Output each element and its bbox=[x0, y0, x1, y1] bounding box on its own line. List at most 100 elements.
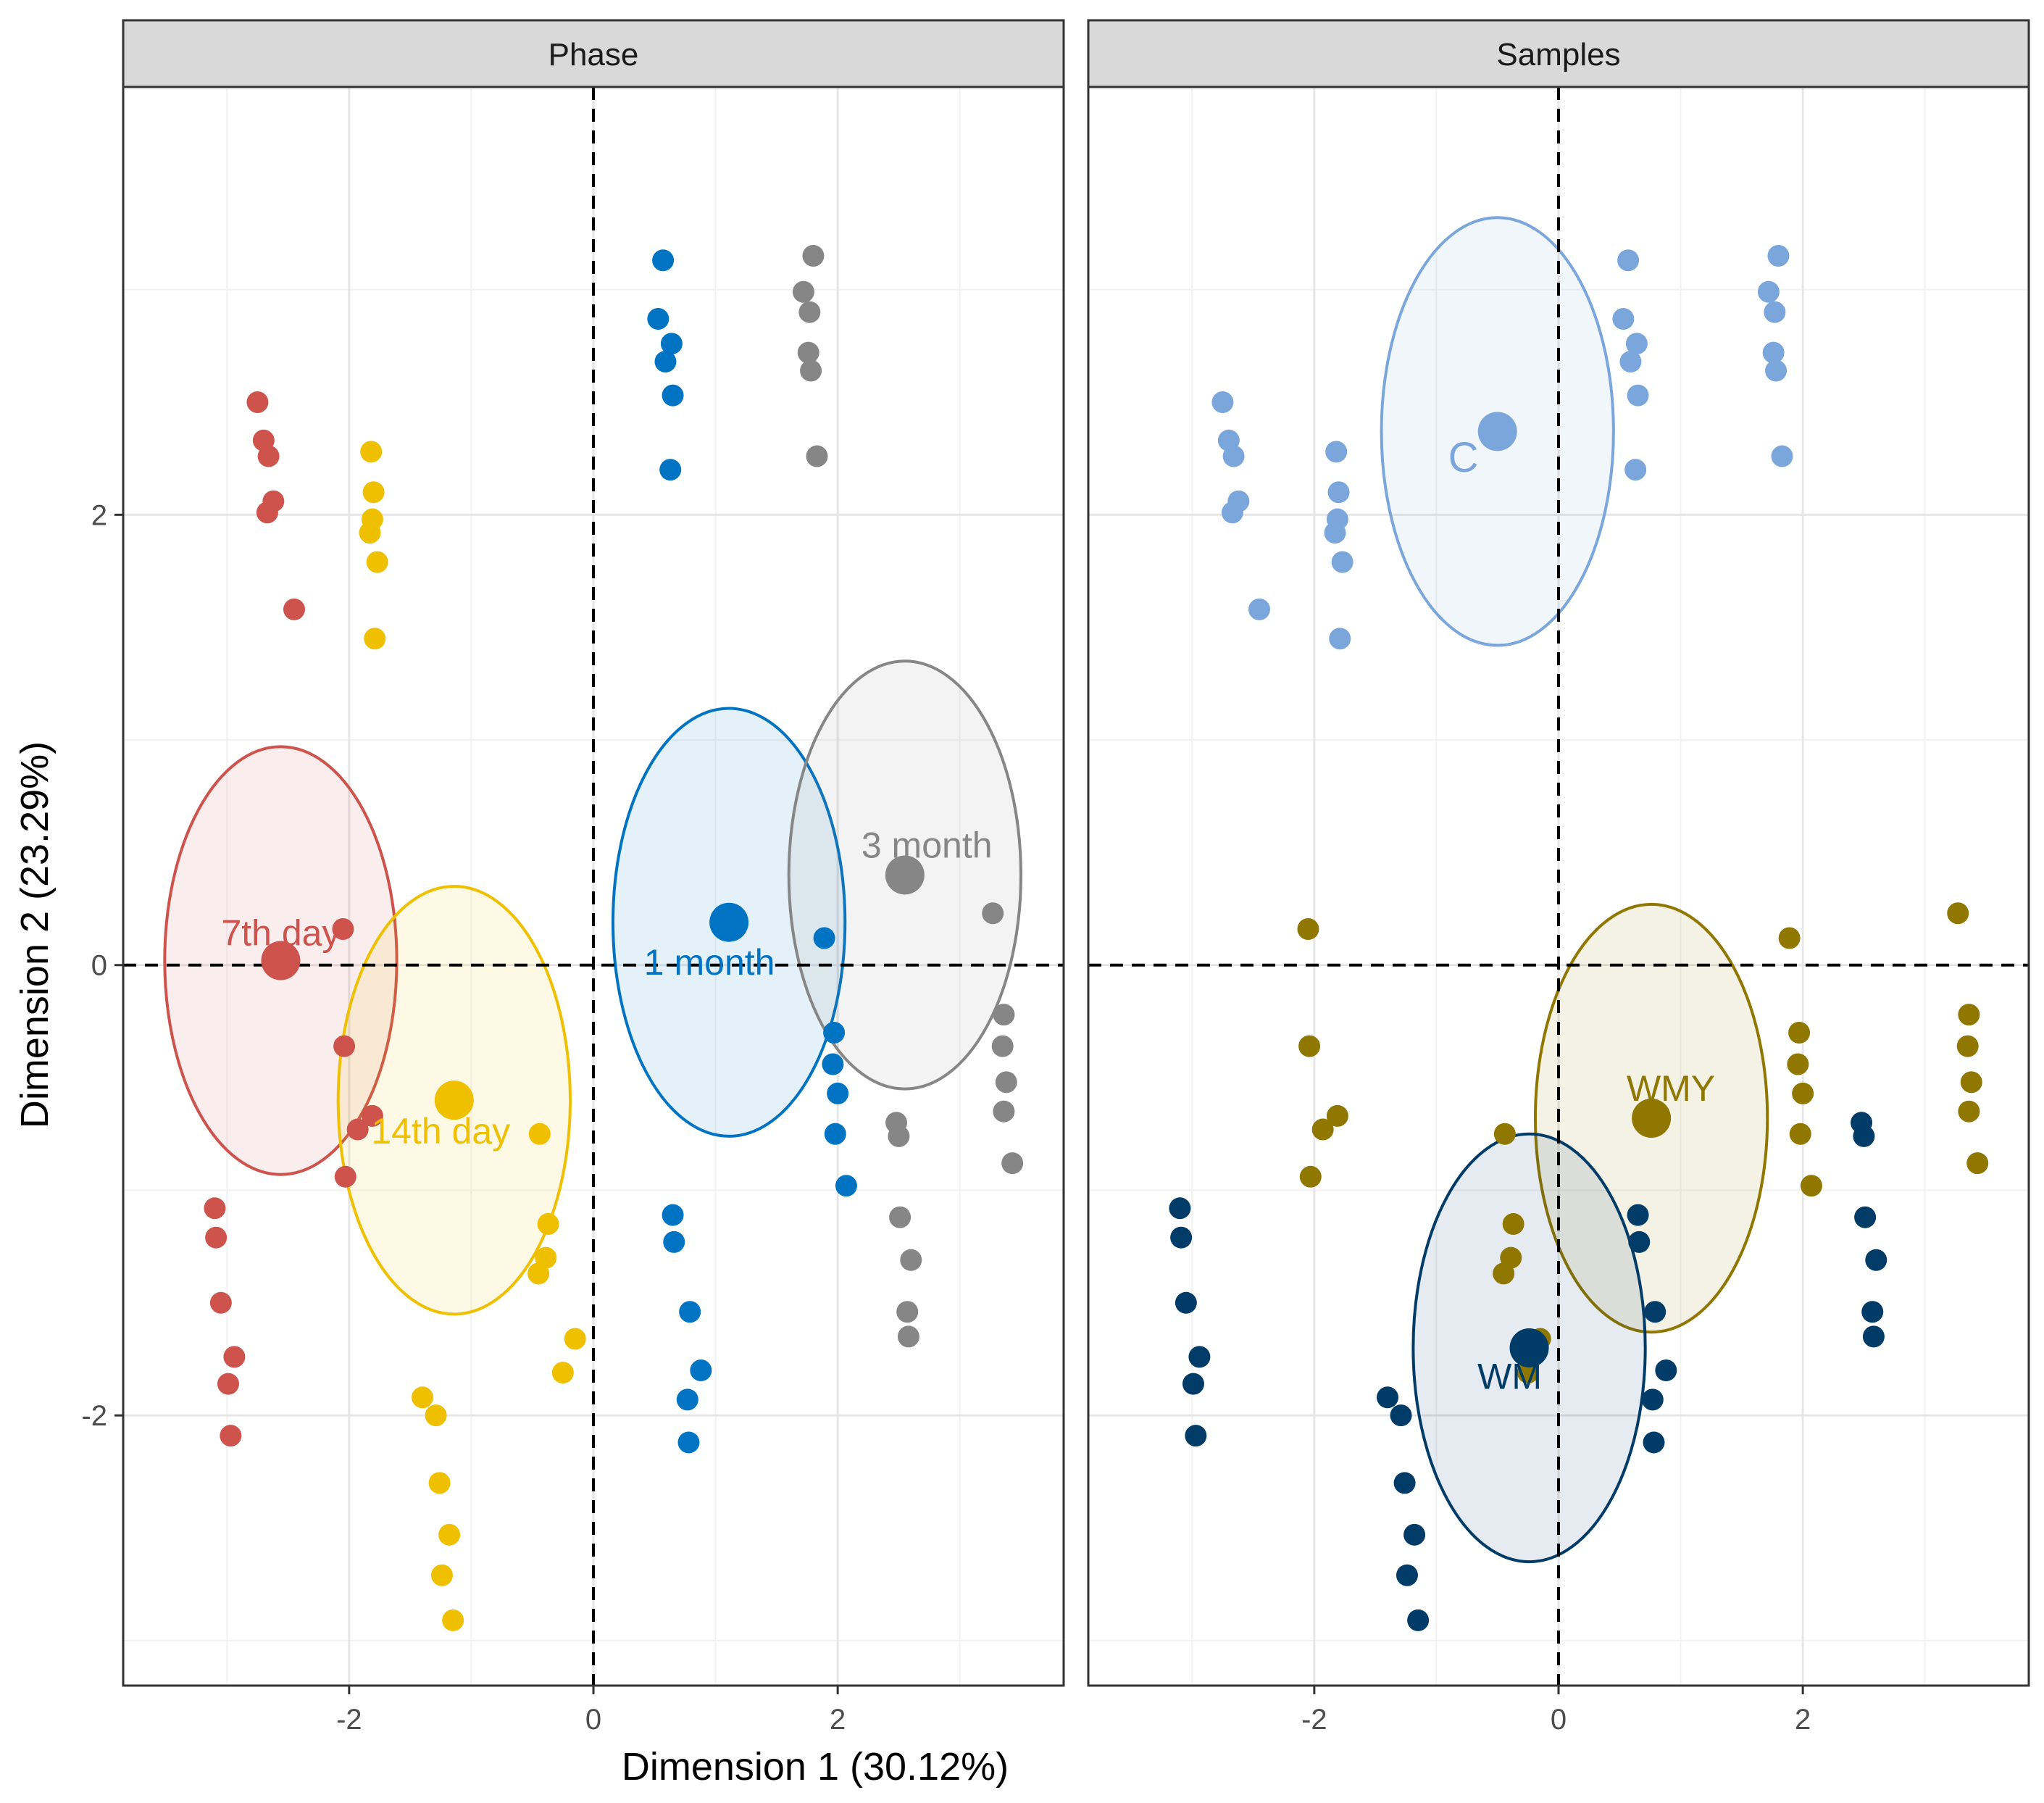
data-point bbox=[430, 1564, 453, 1586]
data-point bbox=[1764, 301, 1786, 323]
data-point bbox=[798, 301, 821, 323]
data-point bbox=[1407, 1609, 1430, 1631]
y-axis-title: Dimension 2 (23.29%) bbox=[13, 741, 57, 1128]
series-wmy bbox=[1297, 902, 1989, 1384]
centroid-1-month bbox=[709, 902, 749, 942]
data-point bbox=[1765, 359, 1788, 382]
data-point bbox=[334, 1165, 356, 1188]
data-point bbox=[995, 1071, 1017, 1094]
panel-strip bbox=[122, 19, 1065, 88]
data-point bbox=[888, 1125, 910, 1147]
data-point bbox=[1762, 341, 1785, 364]
data-point bbox=[537, 1213, 559, 1236]
series-7th-day bbox=[204, 391, 383, 1447]
data-point bbox=[662, 1204, 684, 1226]
data-point bbox=[209, 1291, 232, 1314]
y-tick-label: -2 bbox=[81, 1400, 107, 1432]
y-tick-label: 0 bbox=[91, 950, 107, 982]
data-point bbox=[1947, 902, 1969, 925]
data-point bbox=[1956, 1035, 1979, 1057]
data-point bbox=[660, 333, 683, 355]
data-point bbox=[1627, 384, 1649, 407]
data-point bbox=[800, 359, 822, 382]
data-point bbox=[647, 308, 669, 330]
data-point bbox=[1800, 1175, 1822, 1197]
data-point bbox=[802, 245, 825, 267]
group-label-wmy: WMY bbox=[1627, 1068, 1715, 1109]
data-point bbox=[654, 351, 677, 373]
series-14th-day bbox=[359, 441, 586, 1631]
data-point bbox=[412, 1386, 433, 1409]
group-label-7th-day: 7th day bbox=[221, 913, 340, 954]
x-tick-label: 0 bbox=[585, 1704, 601, 1736]
data-point bbox=[824, 1123, 846, 1145]
series-1-month bbox=[647, 249, 857, 1454]
data-point bbox=[1641, 1388, 1664, 1411]
data-point bbox=[897, 1325, 919, 1348]
data-point bbox=[813, 927, 835, 949]
data-point bbox=[823, 1021, 846, 1044]
x-tick-label: 0 bbox=[1551, 1704, 1567, 1736]
data-point bbox=[1619, 351, 1642, 373]
data-point bbox=[428, 1472, 451, 1494]
data-point bbox=[1393, 1472, 1416, 1494]
x-tick-label: -2 bbox=[336, 1704, 362, 1736]
centroid-wmy bbox=[1632, 1099, 1672, 1138]
data-point bbox=[1628, 1231, 1651, 1253]
data-point bbox=[1625, 333, 1648, 355]
data-point bbox=[1188, 1346, 1211, 1368]
data-point bbox=[366, 551, 388, 573]
centroid-7th-day bbox=[261, 941, 301, 980]
data-point bbox=[991, 1035, 1014, 1057]
data-point bbox=[1617, 249, 1640, 272]
data-point bbox=[993, 1100, 1015, 1123]
data-point bbox=[896, 1301, 919, 1323]
panel-strip bbox=[1087, 19, 2030, 88]
data-point bbox=[333, 1035, 356, 1057]
data-point bbox=[982, 902, 1004, 925]
data-point bbox=[1958, 1100, 1980, 1123]
data-point bbox=[1861, 1301, 1884, 1323]
data-point bbox=[1787, 1053, 1809, 1075]
data-point bbox=[690, 1359, 712, 1382]
data-point bbox=[1329, 628, 1351, 650]
data-point bbox=[1862, 1325, 1885, 1348]
data-point bbox=[900, 1249, 922, 1271]
data-point bbox=[1182, 1373, 1204, 1395]
group-label-3-month: 3 month bbox=[862, 825, 993, 865]
panel-title: Samples bbox=[1496, 37, 1620, 72]
data-point bbox=[362, 481, 385, 504]
data-point bbox=[1966, 1152, 1989, 1175]
data-point bbox=[257, 445, 280, 467]
data-point bbox=[1299, 1165, 1322, 1188]
data-point bbox=[676, 1388, 698, 1411]
data-point bbox=[1311, 1118, 1334, 1141]
data-point bbox=[1185, 1425, 1207, 1447]
data-point bbox=[1222, 445, 1245, 467]
data-point bbox=[1331, 551, 1353, 573]
data-point bbox=[527, 1262, 550, 1285]
group-label-14th-day: 14th day bbox=[371, 1111, 510, 1152]
data-point bbox=[1778, 927, 1801, 949]
data-point bbox=[663, 1231, 685, 1253]
data-point bbox=[1517, 1362, 1539, 1384]
x-tick-label: 2 bbox=[830, 1704, 846, 1736]
panel-title: Phase bbox=[548, 37, 639, 72]
data-point bbox=[1788, 1021, 1811, 1044]
data-point bbox=[1221, 501, 1243, 524]
data-point bbox=[256, 501, 278, 524]
data-point bbox=[332, 918, 354, 941]
data-point bbox=[1792, 1082, 1814, 1104]
x-tick-label: 2 bbox=[1795, 1704, 1811, 1736]
data-point bbox=[652, 249, 675, 272]
data-point bbox=[1298, 1035, 1321, 1057]
data-point bbox=[827, 1082, 849, 1104]
data-point bbox=[659, 459, 682, 481]
data-point bbox=[835, 1175, 857, 1197]
series-wm bbox=[1169, 1112, 1887, 1631]
data-point bbox=[797, 341, 819, 364]
data-point bbox=[223, 1346, 246, 1368]
data-point bbox=[1627, 1204, 1649, 1226]
data-point bbox=[425, 1404, 447, 1427]
